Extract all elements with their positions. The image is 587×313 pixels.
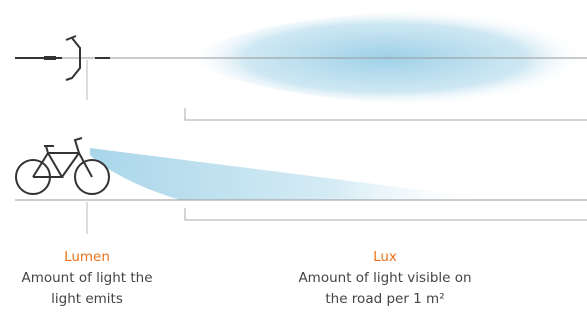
- lux-text: the road per 1 m²: [325, 291, 444, 307]
- lux-title: Lux: [373, 249, 397, 265]
- diagram: Lumen Amount of light the light emits Lu…: [0, 0, 587, 313]
- light-beam: [90, 148, 500, 200]
- lumen-text: Amount of light the: [21, 270, 152, 286]
- bicycle: [16, 138, 109, 194]
- grip: [44, 56, 56, 60]
- lux-text: Amount of light visible on: [298, 270, 471, 286]
- lumen-text: light emits: [51, 291, 123, 307]
- bracket: [185, 208, 587, 220]
- bracket: [185, 108, 587, 120]
- lumen-title: Lumen: [64, 249, 110, 265]
